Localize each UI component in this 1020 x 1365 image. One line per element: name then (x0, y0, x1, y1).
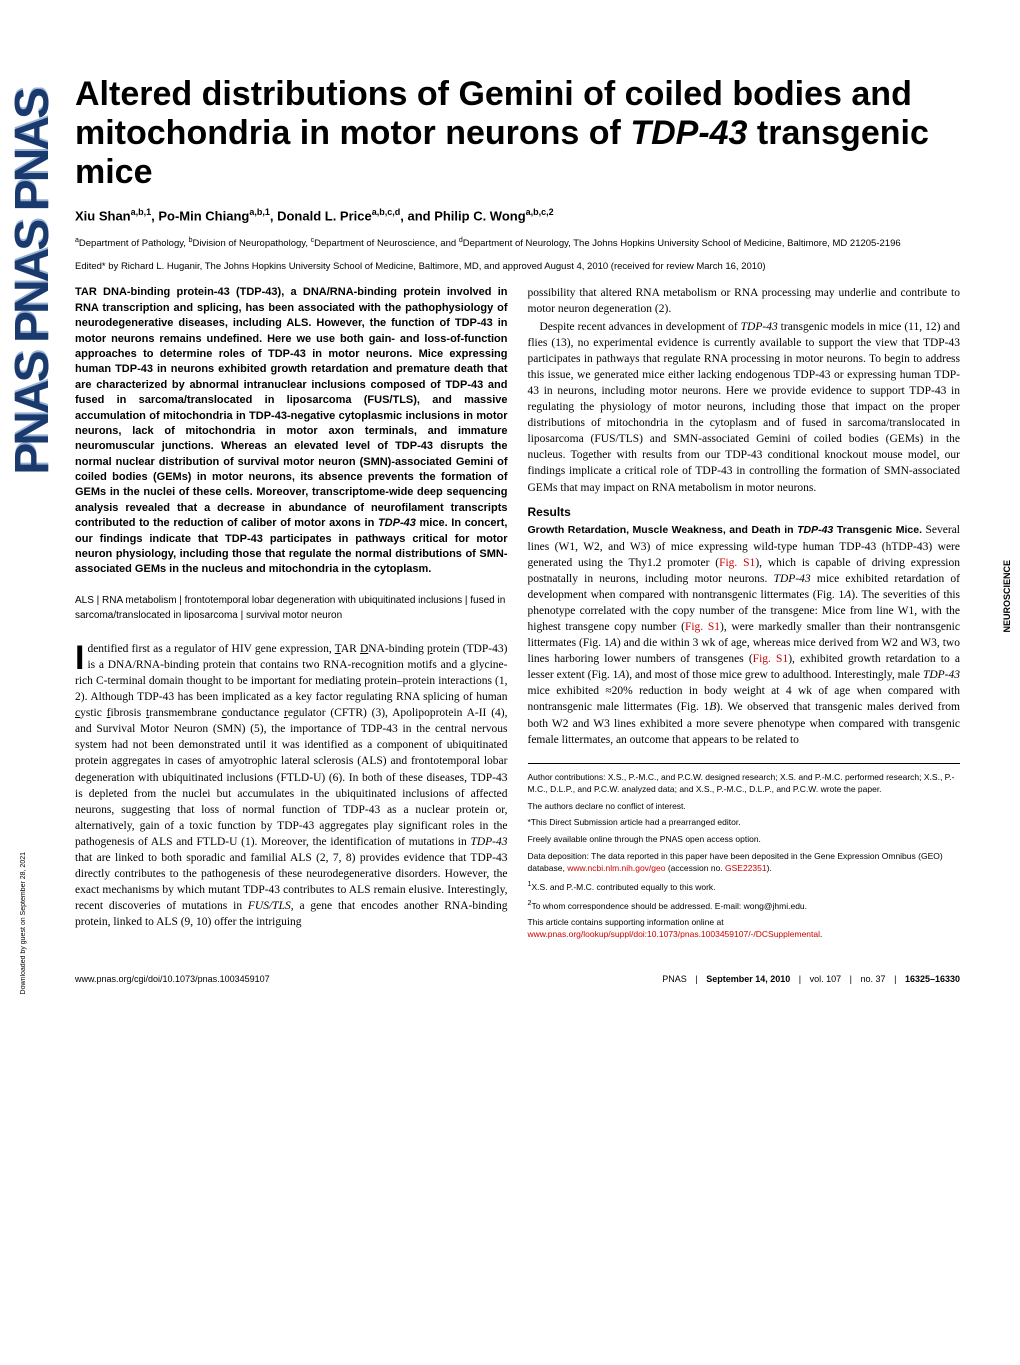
footer-issue: no. 37 (861, 974, 886, 984)
two-column-layout: TAR DNA-binding protein-43 (TDP-43), a D… (75, 285, 960, 946)
pnas-logo-text: PNAS PNAS PNAS (5, 90, 45, 475)
footer-journal: PNAS (662, 974, 687, 984)
authors-line: Xiu Shana,b,1, Po-Min Chianga,b,1, Donal… (75, 207, 960, 223)
edited-by: Edited* by Richard L. Huganir, The Johns… (75, 261, 960, 274)
equal-contribution: 1X.S. and P.-M.C. contributed equally to… (528, 880, 961, 894)
footer-vol: vol. 107 (810, 974, 842, 984)
col2-p1: possibility that altered RNA metabolism … (528, 285, 961, 317)
footer-pages: 16325–16330 (905, 974, 960, 984)
footer-date: September 14, 2010 (706, 974, 790, 984)
intro-text: dentified first as a regulator of HIV ge… (75, 643, 508, 929)
correspondence: 2To whom correspondence should be addres… (528, 899, 961, 913)
footer-doi: www.pnas.org/cgi/doi/10.1073/pnas.100345… (75, 974, 270, 984)
author-contributions: Author contributions: X.S., P.-M.C., and… (528, 772, 961, 796)
page-content: Altered distributions of Gemini of coile… (0, 0, 1020, 1014)
side-category-label: NEUROSCIENCE (1002, 560, 1012, 633)
dropcap: I (75, 641, 87, 672)
col2-body: possibility that altered RNA metabolism … (528, 285, 961, 747)
affiliations: aDepartment of Pathology, bDivision of N… (75, 236, 960, 251)
conflict-statement: The authors declare no conflict of inter… (528, 801, 961, 813)
supplemental-info: This article contains supporting informa… (528, 917, 961, 941)
data-deposition: Data deposition: The data reported in th… (528, 851, 961, 875)
footer-citation: PNAS | September 14, 2010 | vol. 107 | n… (662, 974, 960, 984)
right-column: possibility that altered RNA metabolism … (528, 285, 961, 946)
open-access-note: Freely available online through the PNAS… (528, 834, 961, 846)
editor-note: *This Direct Submission article had a pr… (528, 817, 961, 829)
results-p1: Several lines (W1, W2, and W3) of mice e… (528, 524, 961, 745)
keywords: ALS | RNA metabolism | frontotemporal lo… (75, 593, 508, 623)
col2-p2: Despite recent advances in development o… (528, 319, 961, 496)
title-italic: TDP-43 (630, 114, 747, 152)
results-subheading: Growth Retardation, Muscle Weakness, and… (528, 524, 923, 536)
footnotes: Author contributions: X.S., P.-M.C., and… (528, 763, 961, 941)
pnas-vertical-logo: PNAS PNAS PNAS (5, 90, 45, 790)
article-title: Altered distributions of Gemini of coile… (75, 75, 960, 192)
download-note: Downloaded by guest on September 28, 202… (20, 852, 27, 994)
results-heading: Results (528, 504, 961, 521)
page-footer: www.pnas.org/cgi/doi/10.1073/pnas.100345… (75, 971, 960, 984)
left-column: TAR DNA-binding protein-43 (TDP-43), a D… (75, 285, 508, 946)
results-para: Growth Retardation, Muscle Weakness, and… (528, 522, 961, 747)
intro-paragraph: I dentified first as a regulator of HIV … (75, 641, 508, 931)
abstract-text: TAR DNA-binding protein-43 (TDP-43), a D… (75, 285, 508, 577)
